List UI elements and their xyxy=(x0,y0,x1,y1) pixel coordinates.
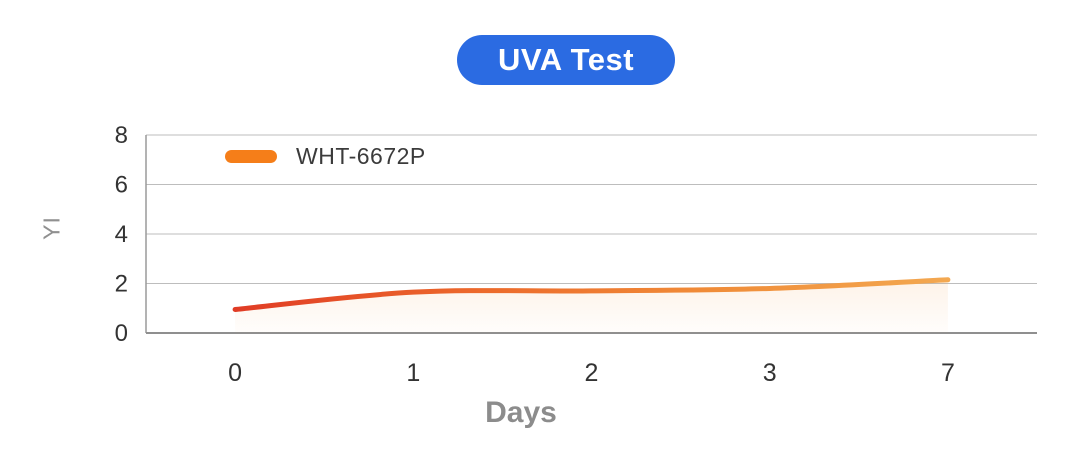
x-axis-title: Days xyxy=(485,396,557,429)
legend-swatch xyxy=(225,150,277,163)
x-tick-label: 0 xyxy=(228,359,242,387)
y-tick-label: 8 xyxy=(115,122,128,149)
y-tick-labels: 0 2 4 6 8 xyxy=(115,122,128,347)
x-tick-label: 7 xyxy=(941,359,955,387)
y-axis-title: YI xyxy=(38,216,65,240)
y-tick-label: 6 xyxy=(115,172,128,199)
series-line xyxy=(232,277,951,312)
x-tick-label: 1 xyxy=(406,359,420,387)
y-tick-label: 4 xyxy=(115,221,128,248)
chart-title: UVA Test xyxy=(497,42,635,77)
x-tick-label: 2 xyxy=(585,359,599,387)
chart-title-badge: UVA Test xyxy=(457,35,675,85)
x-tick-label: 3 xyxy=(763,359,777,387)
x-tick-labels: 0 1 2 3 7 xyxy=(228,359,955,387)
y-tick-label: 0 xyxy=(115,320,128,347)
legend-label: WHT-6672P xyxy=(296,143,426,169)
y-tick-label: 2 xyxy=(115,271,128,298)
legend: WHT-6672P xyxy=(225,143,426,170)
